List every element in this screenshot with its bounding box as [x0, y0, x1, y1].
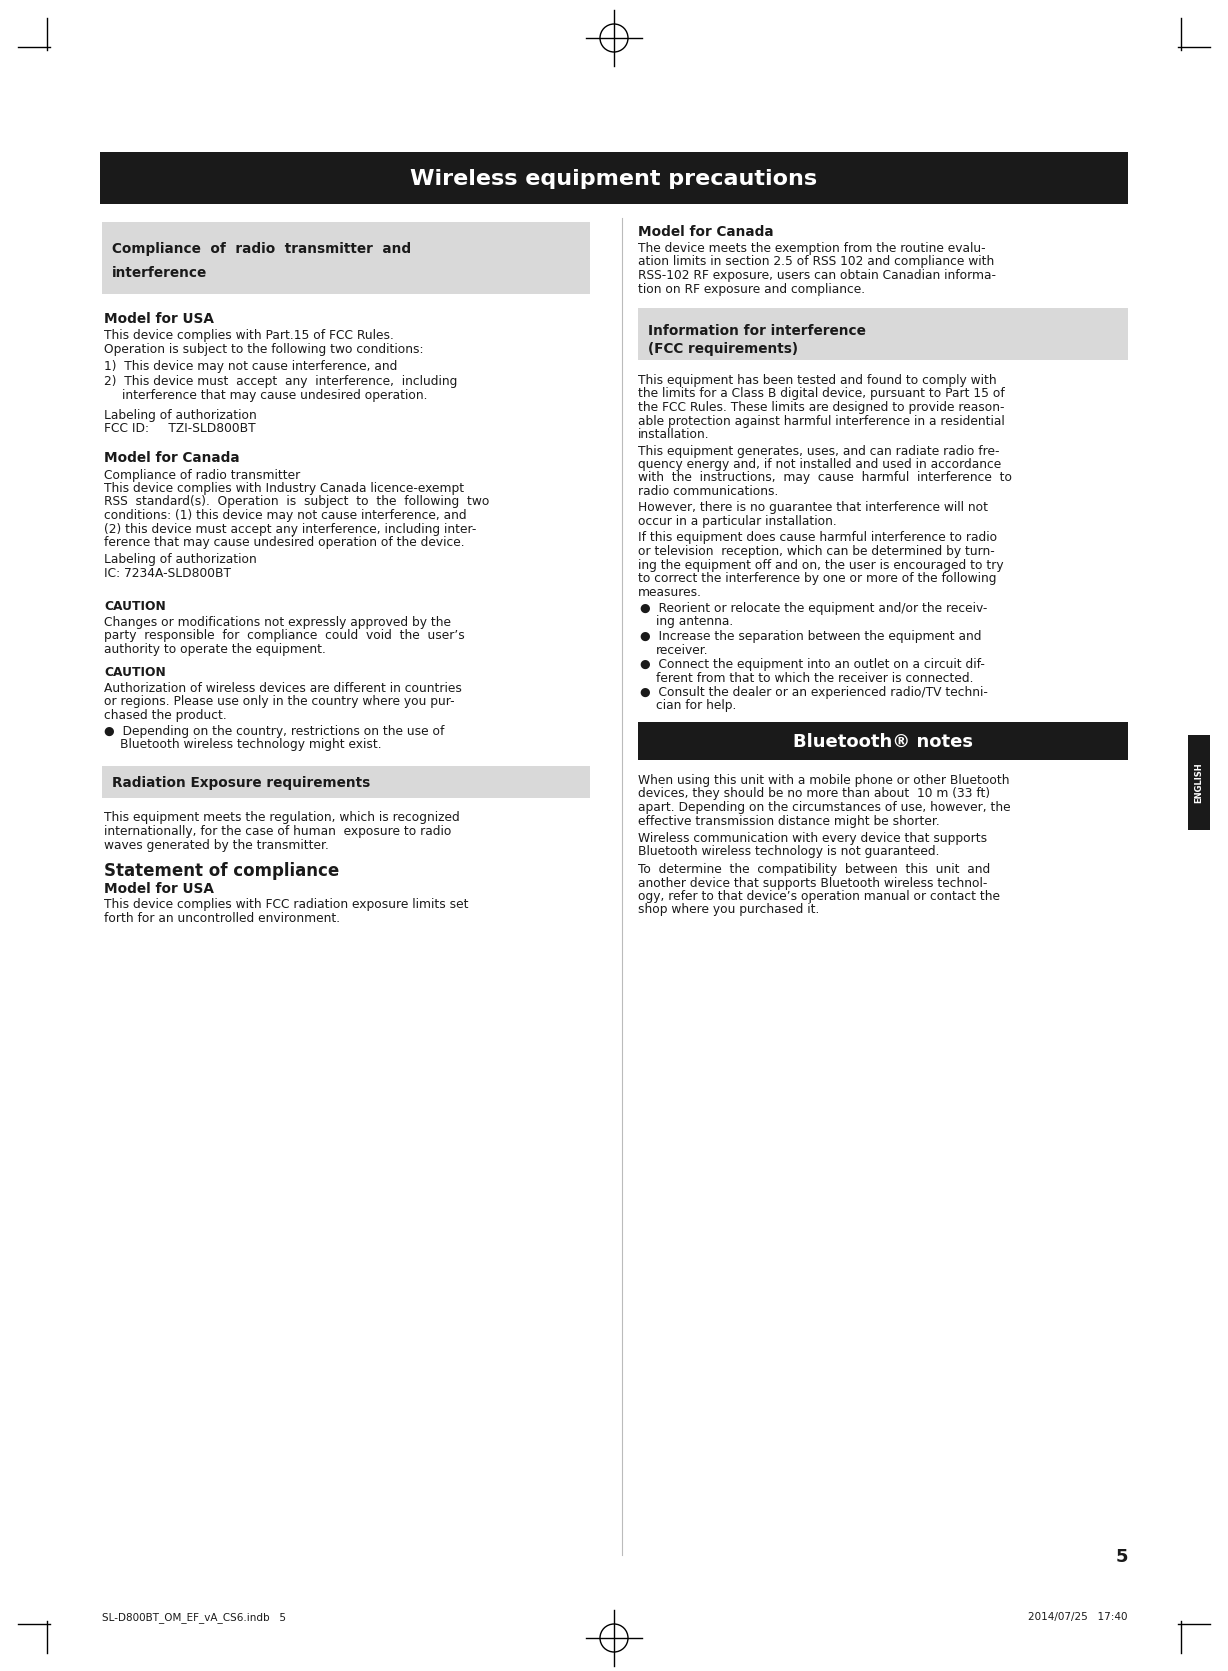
Text: When using this unit with a mobile phone or other Bluetooth: When using this unit with a mobile phone… — [639, 774, 1009, 787]
Text: 2014/07/25   17:40: 2014/07/25 17:40 — [1029, 1613, 1129, 1623]
Text: (FCC requirements): (FCC requirements) — [648, 343, 798, 356]
Text: To  determine  the  compatibility  between  this  unit  and: To determine the compatibility between t… — [639, 862, 990, 876]
Text: ●  Depending on the country, restrictions on the use of: ● Depending on the country, restrictions… — [104, 725, 445, 737]
Text: apart. Depending on the circumstances of use, however, the: apart. Depending on the circumstances of… — [639, 800, 1011, 814]
Text: Model for USA: Model for USA — [104, 882, 214, 896]
Bar — [1187, 735, 1210, 830]
Text: Labeling of authorization: Labeling of authorization — [104, 553, 257, 566]
Text: This equipment generates, uses, and can radiate radio fre-: This equipment generates, uses, and can … — [639, 444, 1000, 458]
Text: ENGLISH: ENGLISH — [1195, 762, 1203, 802]
Text: SL-D800BT_OM_EF_vA_CS6.indb   5: SL-D800BT_OM_EF_vA_CS6.indb 5 — [102, 1613, 286, 1623]
Text: Changes or modifications not expressly approved by the: Changes or modifications not expressly a… — [104, 617, 451, 628]
Text: devices, they should be no more than about  10 m (33 ft): devices, they should be no more than abo… — [639, 787, 990, 800]
Text: ferent from that to which the receiver is connected.: ferent from that to which the receiver i… — [656, 672, 974, 685]
Text: interference that may cause undesired operation.: interference that may cause undesired op… — [122, 389, 427, 403]
Text: the limits for a Class B digital device, pursuant to Part 15 of: the limits for a Class B digital device,… — [639, 388, 1005, 401]
Text: Labeling of authorization: Labeling of authorization — [104, 408, 257, 421]
Text: IC: 7234A-SLD800BT: IC: 7234A-SLD800BT — [104, 566, 231, 580]
Text: ●  Increase the separation between the equipment and: ● Increase the separation between the eq… — [640, 630, 981, 643]
Text: receiver.: receiver. — [656, 643, 709, 657]
Text: If this equipment does cause harmful interference to radio: If this equipment does cause harmful int… — [639, 531, 997, 545]
Text: CAUTION: CAUTION — [104, 600, 166, 613]
Text: Bluetooth wireless technology is not guaranteed.: Bluetooth wireless technology is not gua… — [639, 846, 939, 859]
Text: ogy, refer to that device’s operation manual or contact the: ogy, refer to that device’s operation ma… — [639, 891, 1000, 902]
Text: able protection against harmful interference in a residential: able protection against harmful interfer… — [639, 414, 1005, 428]
Text: or television  reception, which can be determined by turn-: or television reception, which can be de… — [639, 545, 995, 558]
Text: This equipment has been tested and found to comply with: This equipment has been tested and found… — [639, 374, 997, 388]
Text: Information for interference: Information for interference — [648, 324, 866, 338]
Text: internationally, for the case of human  exposure to radio: internationally, for the case of human e… — [104, 825, 452, 837]
Text: Model for Canada: Model for Canada — [639, 226, 774, 239]
Text: FCC ID:     TZI-SLD800BT: FCC ID: TZI-SLD800BT — [104, 423, 255, 434]
Text: Model for USA: Model for USA — [104, 312, 214, 326]
Text: waves generated by the transmitter.: waves generated by the transmitter. — [104, 839, 329, 852]
Bar — [639, 307, 1129, 359]
Text: However, there is no guarantee that interference will not: However, there is no guarantee that inte… — [639, 501, 989, 515]
Text: quency energy and, if not installed and used in accordance: quency energy and, if not installed and … — [639, 458, 1001, 471]
Text: This device complies with Industry Canada licence-exempt: This device complies with Industry Canad… — [104, 481, 464, 495]
Text: 1)  This device may not cause interference, and: 1) This device may not cause interferenc… — [104, 359, 398, 373]
Text: ference that may cause undesired operation of the device.: ference that may cause undesired operati… — [104, 536, 464, 550]
Text: This equipment meets the regulation, which is recognized: This equipment meets the regulation, whi… — [104, 812, 459, 824]
Text: party  responsible  for  compliance  could  void  the  user’s: party responsible for compliance could v… — [104, 630, 464, 643]
Text: Compliance  of  radio  transmitter  and: Compliance of radio transmitter and — [112, 242, 411, 256]
Text: RSS-102 RF exposure, users can obtain Canadian informa-: RSS-102 RF exposure, users can obtain Ca… — [639, 269, 996, 282]
Text: Bluetooth® notes: Bluetooth® notes — [793, 734, 973, 750]
Text: interference: interference — [112, 266, 208, 281]
Text: tion on RF exposure and compliance.: tion on RF exposure and compliance. — [639, 282, 865, 296]
Text: The device meets the exemption from the routine evalu-: The device meets the exemption from the … — [639, 242, 986, 256]
Text: CAUTION: CAUTION — [104, 667, 166, 680]
Text: ●  Connect the equipment into an outlet on a circuit dif-: ● Connect the equipment into an outlet o… — [640, 658, 985, 672]
Text: measures.: measures. — [639, 585, 702, 598]
Text: ing antenna.: ing antenna. — [656, 615, 733, 628]
Text: radio communications.: radio communications. — [639, 485, 779, 498]
Text: ation limits in section 2.5 of RSS 102 and compliance with: ation limits in section 2.5 of RSS 102 a… — [639, 256, 995, 269]
Text: Wireless equipment precautions: Wireless equipment precautions — [410, 169, 818, 189]
Text: (2) this device must accept any interference, including inter-: (2) this device must accept any interfer… — [104, 523, 476, 535]
Text: cian for help.: cian for help. — [656, 700, 737, 712]
Text: the FCC Rules. These limits are designed to provide reason-: the FCC Rules. These limits are designed… — [639, 401, 1005, 414]
Text: chased the product.: chased the product. — [104, 709, 227, 722]
Bar — [639, 722, 1129, 760]
Text: or regions. Please use only in the country where you pur-: or regions. Please use only in the count… — [104, 695, 454, 709]
Text: Statement of compliance: Statement of compliance — [104, 862, 339, 881]
Text: 2)  This device must  accept  any  interference,  including: 2) This device must accept any interfere… — [104, 376, 457, 388]
Text: another device that supports Bluetooth wireless technol-: another device that supports Bluetooth w… — [639, 877, 987, 889]
Text: ●  Reorient or relocate the equipment and/or the receiv-: ● Reorient or relocate the equipment and… — [640, 602, 987, 615]
Text: RSS  standard(s).  Operation  is  subject  to  the  following  two: RSS standard(s). Operation is subject to… — [104, 496, 490, 508]
Text: This device complies with Part.15 of FCC Rules.: This device complies with Part.15 of FCC… — [104, 329, 394, 343]
Text: to correct the interference by one or more of the following: to correct the interference by one or mo… — [639, 571, 996, 585]
Bar — [102, 222, 589, 294]
Text: effective transmission distance might be shorter.: effective transmission distance might be… — [639, 814, 939, 827]
Text: This device complies with FCC radiation exposure limits set: This device complies with FCC radiation … — [104, 897, 469, 911]
Text: Operation is subject to the following two conditions:: Operation is subject to the following tw… — [104, 343, 424, 356]
Text: 5: 5 — [1115, 1547, 1129, 1566]
Text: with  the  instructions,  may  cause  harmful  interference  to: with the instructions, may cause harmful… — [639, 471, 1012, 485]
Text: ing the equipment off and on, the user is encouraged to try: ing the equipment off and on, the user i… — [639, 558, 1003, 571]
Text: ●  Consult the dealer or an experienced radio/TV techni-: ● Consult the dealer or an experienced r… — [640, 687, 987, 698]
Text: Authorization of wireless devices are different in countries: Authorization of wireless devices are di… — [104, 682, 462, 695]
Text: Radiation Exposure requirements: Radiation Exposure requirements — [112, 777, 371, 790]
Text: occur in a particular installation.: occur in a particular installation. — [639, 515, 836, 528]
Text: Bluetooth wireless technology might exist.: Bluetooth wireless technology might exis… — [120, 739, 382, 750]
Text: conditions: (1) this device may not cause interference, and: conditions: (1) this device may not caus… — [104, 510, 467, 521]
Text: forth for an uncontrolled environment.: forth for an uncontrolled environment. — [104, 911, 340, 924]
Text: Wireless communication with every device that supports: Wireless communication with every device… — [639, 832, 987, 846]
Text: Model for Canada: Model for Canada — [104, 451, 239, 466]
Text: authority to operate the equipment.: authority to operate the equipment. — [104, 643, 325, 657]
Bar — [99, 152, 1129, 204]
Text: Compliance of radio transmitter: Compliance of radio transmitter — [104, 468, 301, 481]
Text: shop where you purchased it.: shop where you purchased it. — [639, 904, 819, 916]
Bar — [102, 765, 589, 797]
Text: installation.: installation. — [639, 428, 710, 441]
